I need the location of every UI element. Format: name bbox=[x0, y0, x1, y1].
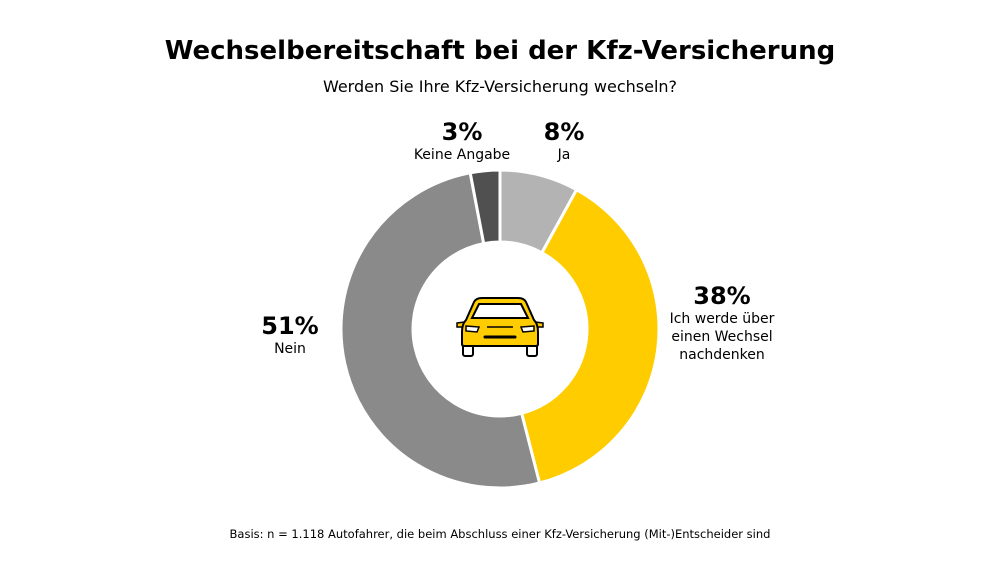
chart-subtitle: Werden Sie Ihre Kfz-Versicherung wechsel… bbox=[322, 77, 678, 96]
label-nachdenken: 38% Ich werde über einen Wechsel nachden… bbox=[662, 282, 782, 364]
value-label: 38% bbox=[693, 282, 751, 310]
donut-slice-3 bbox=[339, 171, 542, 490]
category-label: Ich werde über einen Wechsel nachdenken bbox=[669, 311, 775, 363]
donut-slice-4 bbox=[468, 168, 502, 246]
category-label: Nein bbox=[274, 341, 306, 357]
label-nein: 51% Nein bbox=[261, 312, 318, 358]
label-keine-angabe: 3% Keine Angabe bbox=[414, 118, 510, 164]
donut-slice-2 bbox=[519, 187, 661, 485]
value-label: 3% bbox=[441, 118, 483, 146]
label-ja: 8% Ja bbox=[544, 118, 585, 164]
chart-note: Basis: n = 1.118 Autofahrer, die beim Ab… bbox=[229, 527, 771, 541]
chart-title: Wechselbereitschaft bei der Kfz-Versiche… bbox=[164, 36, 836, 66]
category-label: Ja bbox=[557, 147, 571, 163]
value-label: 51% bbox=[261, 312, 319, 340]
car-icon bbox=[456, 297, 544, 357]
value-label: 8% bbox=[543, 118, 585, 146]
category-label: Keine Angabe bbox=[413, 147, 511, 163]
